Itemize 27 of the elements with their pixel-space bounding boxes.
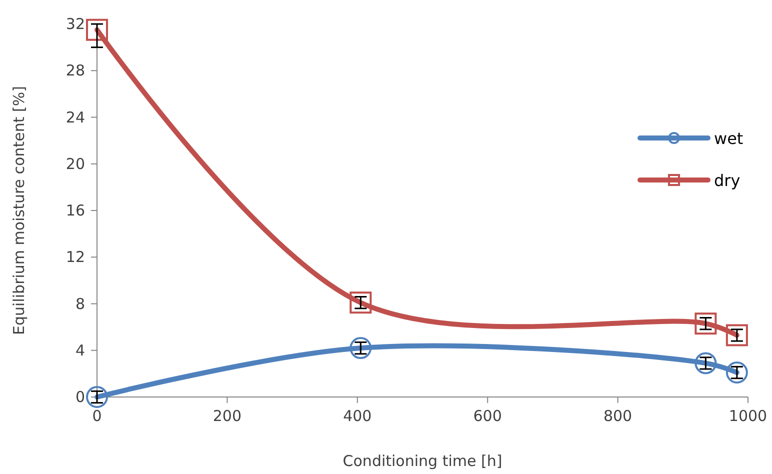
point — [86, 386, 108, 408]
x-tick-label: 800 — [603, 407, 632, 425]
legend-label: wet — [714, 129, 744, 148]
y-tick-label: 16 — [66, 202, 85, 220]
x-tick-label: 1000 — [728, 407, 768, 425]
y-tick-label: 28 — [66, 62, 85, 80]
point — [86, 18, 108, 41]
y-tick-label: 12 — [66, 248, 85, 266]
legend-label: dry — [714, 171, 740, 190]
point — [694, 352, 717, 374]
point — [350, 337, 372, 360]
x-tick-label: 0 — [92, 407, 102, 425]
x-tick-label: 400 — [343, 407, 372, 425]
y-axis-title: Equilibrium moisture content [%] — [10, 86, 28, 335]
x-tick-label: 200 — [212, 407, 242, 425]
y-tick-label: 24 — [66, 108, 85, 126]
x-tick-label: 600 — [473, 407, 502, 425]
y-tick-label: 8 — [75, 294, 85, 313]
y-tick-label: 0 — [75, 388, 85, 406]
y-tick-label: 4 — [75, 341, 85, 360]
x-axis-title: Conditioning time [h] — [342, 452, 502, 470]
point — [726, 324, 748, 346]
y-tick-label: 20 — [66, 154, 85, 173]
point — [350, 292, 372, 314]
y-tick-label: 32 — [66, 15, 85, 33]
point — [694, 312, 717, 335]
point — [726, 362, 748, 384]
